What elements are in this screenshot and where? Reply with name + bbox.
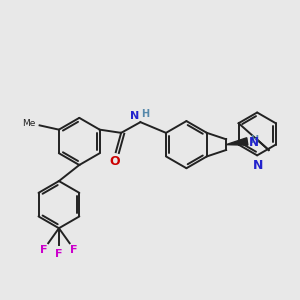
Text: H: H: [142, 109, 150, 119]
Text: N: N: [130, 111, 139, 121]
Text: F: F: [55, 249, 63, 259]
Text: O: O: [110, 155, 120, 168]
Text: H: H: [250, 135, 259, 146]
Polygon shape: [226, 138, 248, 145]
Text: CF₃: CF₃: [58, 237, 60, 238]
Text: Me: Me: [22, 119, 35, 128]
Text: N: N: [248, 136, 258, 149]
Text: F: F: [70, 245, 78, 255]
Text: F: F: [40, 245, 48, 255]
Text: N: N: [253, 159, 263, 172]
